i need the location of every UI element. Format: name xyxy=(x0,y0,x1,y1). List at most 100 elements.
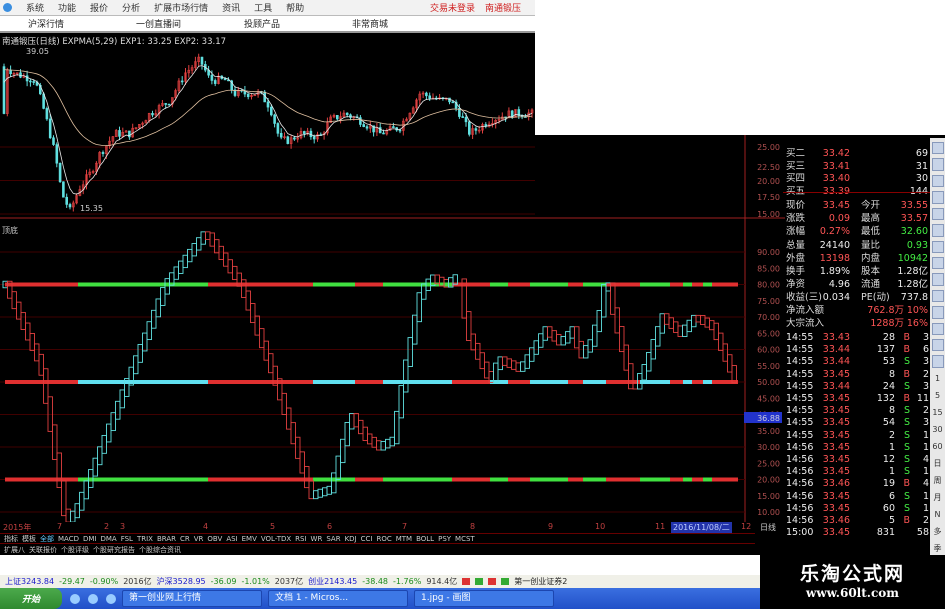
indicator-tab-SAR[interactable]: SAR xyxy=(326,534,341,543)
candle xyxy=(339,116,342,120)
kline-chart[interactable]: 25.00 22.50 20.00 17.50 15.00 90.00 85.00 80.00… xyxy=(0,0,785,522)
tool-icon[interactable] xyxy=(931,158,944,171)
tool-icon[interactable] xyxy=(931,339,944,352)
mini-bar-icon xyxy=(475,578,484,585)
menu-system[interactable]: 系统 xyxy=(26,4,45,14)
tool-icon[interactable] xyxy=(931,207,944,221)
nav-live-room[interactable]: 一创直播间 xyxy=(136,20,182,30)
date-axis-label: 3 xyxy=(120,522,126,531)
indicator-tab-VOL-TDX[interactable]: VOL-TDX xyxy=(260,534,292,543)
indicator-tab-TRIX[interactable]: TRIX xyxy=(136,534,153,543)
indicator-tab-RSI[interactable]: RSI xyxy=(295,534,307,543)
period-button-多[interactable]: 多 xyxy=(933,526,942,536)
indicator-tab-DMA[interactable]: DMA xyxy=(100,534,117,543)
tick-price: 33.45 xyxy=(822,368,850,380)
task-word[interactable]: 文档 1 - Micros... xyxy=(268,590,408,607)
indicator-tab-VR[interactable]: VR xyxy=(193,534,204,543)
indicator-tab-BRAR[interactable]: BRAR xyxy=(156,534,176,543)
indicator-tab-KDJ[interactable]: KDJ xyxy=(344,534,357,543)
stat-label: 涨幅 xyxy=(786,226,806,238)
browser-icon[interactable] xyxy=(88,593,98,604)
tool-icon[interactable] xyxy=(931,306,944,319)
period-button-30[interactable]: 30 xyxy=(932,424,943,434)
nav-advisor-products[interactable]: 投顾产品 xyxy=(244,20,281,30)
indicator-tab-CCI[interactable]: CCI xyxy=(360,534,373,543)
indicator-box xyxy=(151,309,157,329)
menu-quote[interactable]: 报价 xyxy=(90,4,109,14)
trade-login-link[interactable]: 交易未登录 xyxy=(429,4,475,14)
indicator-tab-FSL[interactable]: FSL xyxy=(120,534,133,543)
period-button-15[interactable]: 15 xyxy=(932,407,943,417)
period-button-季[interactable]: 季 xyxy=(933,543,942,553)
indicator-box xyxy=(209,232,215,247)
indicator-box xyxy=(560,336,566,346)
candle xyxy=(197,56,200,62)
menu-news[interactable]: 资讯 xyxy=(222,4,241,14)
menu-function[interactable]: 功能 xyxy=(58,4,77,14)
flow-pct: 10% xyxy=(906,305,928,316)
tool-icon[interactable] xyxy=(931,174,944,188)
candle xyxy=(302,131,306,134)
indicator-tab-ASI[interactable]: ASI xyxy=(226,534,238,543)
tool-icon[interactable] xyxy=(931,322,944,336)
tool-icon[interactable] xyxy=(931,240,944,253)
nav-shanghai-shenzhen[interactable]: 沪深行情 xyxy=(28,20,65,30)
ext-tab[interactable]: 个股综合资讯 xyxy=(139,545,181,554)
start-button[interactable]: 开始 xyxy=(0,588,62,609)
ext-tab[interactable]: 个股评级 xyxy=(61,545,89,554)
ext-tab[interactable]: 个股研究报告 xyxy=(93,545,135,554)
ext-tab[interactable]: 关联报价 xyxy=(29,545,57,554)
indicator-tab-ROC[interactable]: ROC xyxy=(376,534,392,543)
period-button-日[interactable]: 日 xyxy=(933,458,942,468)
indicator-tab-BOLL[interactable]: BOLL xyxy=(416,534,435,543)
ie-icon[interactable] xyxy=(70,593,80,604)
indicator-axis-label: 50.00 xyxy=(757,378,780,387)
indicator-tab-MACD[interactable]: MACD xyxy=(58,534,79,543)
menu-analysis[interactable]: 分析 xyxy=(122,4,141,14)
task-stock-app[interactable]: 第一创业网上行情 xyxy=(122,590,262,607)
indicator-tab-EMV[interactable]: EMV xyxy=(241,534,257,543)
period-button-月[interactable]: 月 xyxy=(933,492,942,502)
tick-time: 15:00 xyxy=(786,527,814,539)
period-button-60[interactable]: 60 xyxy=(932,441,943,451)
tool-icon[interactable] xyxy=(931,273,944,286)
tool-icon[interactable] xyxy=(931,355,944,368)
task-paint[interactable]: 1.jpg - 画图 xyxy=(414,590,554,607)
indicator-axis-label: 35.00 xyxy=(757,427,780,436)
indicator-tab-CR[interactable]: CR xyxy=(180,534,190,543)
ext-tab[interactable]: 扩展八 xyxy=(4,545,25,554)
menu-tools[interactable]: 工具 xyxy=(254,4,273,14)
tool-icon[interactable] xyxy=(931,191,944,204)
candle xyxy=(497,118,501,121)
candle xyxy=(98,152,101,164)
period-button-N[interactable]: N xyxy=(934,509,941,519)
tool-icon[interactable] xyxy=(931,289,944,303)
period-button-5[interactable]: 5 xyxy=(934,390,941,400)
indicator-tab-模板[interactable]: 模板 xyxy=(22,534,36,543)
tool-icon[interactable] xyxy=(931,224,944,237)
indicator-tab-DMI[interactable]: DMI xyxy=(82,534,97,543)
indicator-tab-指标[interactable]: 指标 xyxy=(4,534,18,543)
tick-count: 4 xyxy=(922,454,929,465)
period-button-周[interactable]: 周 xyxy=(933,475,942,485)
indicator-tab-MCST[interactable]: MCST xyxy=(455,534,475,543)
nav-mall[interactable]: 非常商城 xyxy=(352,20,389,30)
menu-help[interactable]: 帮助 xyxy=(286,4,305,14)
indicator-tab-MTM[interactable]: MTM xyxy=(395,534,413,543)
indicator-box xyxy=(479,352,485,370)
index-value: 914.4亿 xyxy=(426,577,458,586)
candle xyxy=(217,75,220,84)
indicator-tab-全部[interactable]: 全部 xyxy=(40,534,54,543)
tick-count: 3 xyxy=(922,380,929,392)
indicator-tab-OBV[interactable]: OBV xyxy=(207,534,223,543)
menu-ext-market[interactable]: 扩展市场行情 xyxy=(154,4,209,14)
tool-icon[interactable] xyxy=(931,256,944,270)
indicator-tab-WR[interactable]: WR xyxy=(310,534,323,543)
indicator-tab-PSY[interactable]: PSY xyxy=(438,534,452,543)
tool-icon[interactable] xyxy=(931,142,944,155)
bid-price: 33.39 xyxy=(822,185,850,197)
exp2-line xyxy=(3,69,533,147)
period-button-1[interactable]: 1 xyxy=(934,373,941,383)
tick-row: 14:55 33.45 2 S 1 xyxy=(783,430,930,442)
media-icon[interactable] xyxy=(106,593,116,604)
